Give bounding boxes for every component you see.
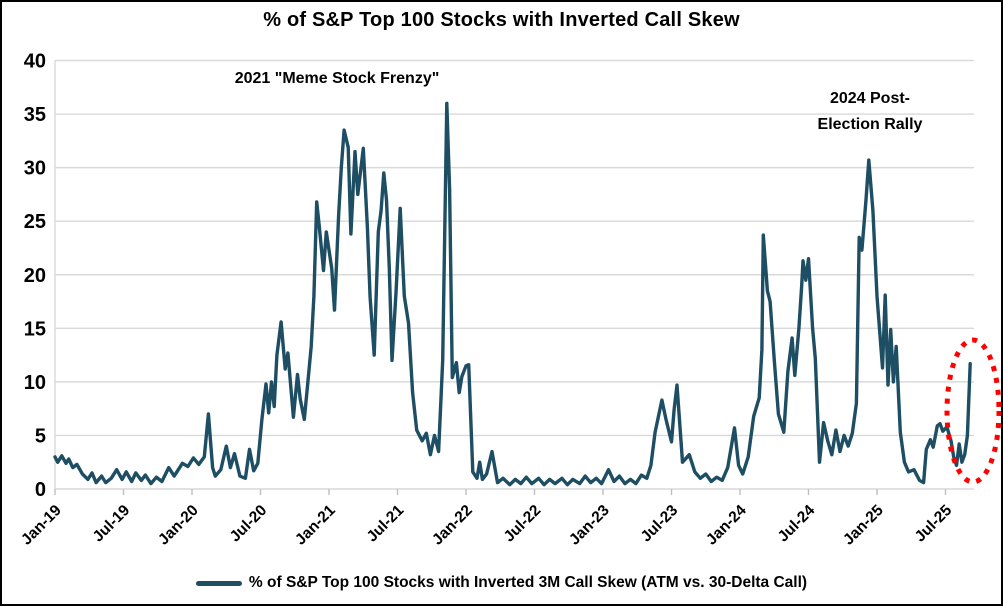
y-tick-label: 35 <box>24 104 46 126</box>
x-tick-label: Jul-22 <box>501 502 545 546</box>
x-tick-label: Jul-25 <box>912 502 956 546</box>
x-tick-label: Jan-23 <box>566 502 613 549</box>
x-tick-label: Jul-21 <box>364 502 408 546</box>
x-tick-label: Jan-21 <box>292 502 339 549</box>
x-tick-label: Jan-24 <box>703 502 750 549</box>
y-tick-label: 40 <box>24 51 46 73</box>
current-spike-circle <box>944 337 1001 485</box>
y-tick-label: 30 <box>24 158 46 180</box>
x-tick-label: Jul-20 <box>227 502 271 546</box>
x-tick-label: Jul-23 <box>638 502 682 546</box>
y-tick-label: 15 <box>24 318 46 340</box>
chart-title: % of S&P Top 100 Stocks with Inverted Ca… <box>263 9 740 31</box>
y-tick-label: 20 <box>24 265 46 287</box>
annotation-post-election-line1: 2024 Post- <box>829 90 911 107</box>
x-tick-label: Jul-24 <box>775 502 819 546</box>
legend-line-swatch <box>195 580 242 586</box>
y-tick-label: 5 <box>35 425 46 447</box>
x-tick-label: Jan-19 <box>18 502 65 549</box>
annotation-post-election: 2024 Post- Election Rally <box>770 86 970 138</box>
legend: % of S&P Top 100 Stocks with Inverted 3M… <box>2 574 1001 592</box>
y-tick-label: 10 <box>24 372 46 394</box>
annotation-meme-stock: 2021 "Meme Stock Frenzy" <box>234 70 440 87</box>
y-tick-label: 25 <box>24 211 46 233</box>
legend-label: % of S&P Top 100 Stocks with Inverted 3M… <box>248 574 808 591</box>
x-tick-label: Jul-19 <box>90 502 134 546</box>
x-tick-label: Jan-20 <box>155 502 202 549</box>
y-tick-label: 0 <box>35 479 46 501</box>
x-tick-label: Jan-25 <box>840 502 887 549</box>
annotation-post-election-line2: Election Rally <box>817 116 923 133</box>
x-tick-label: Jan-22 <box>429 502 476 549</box>
series-line <box>53 101 972 487</box>
